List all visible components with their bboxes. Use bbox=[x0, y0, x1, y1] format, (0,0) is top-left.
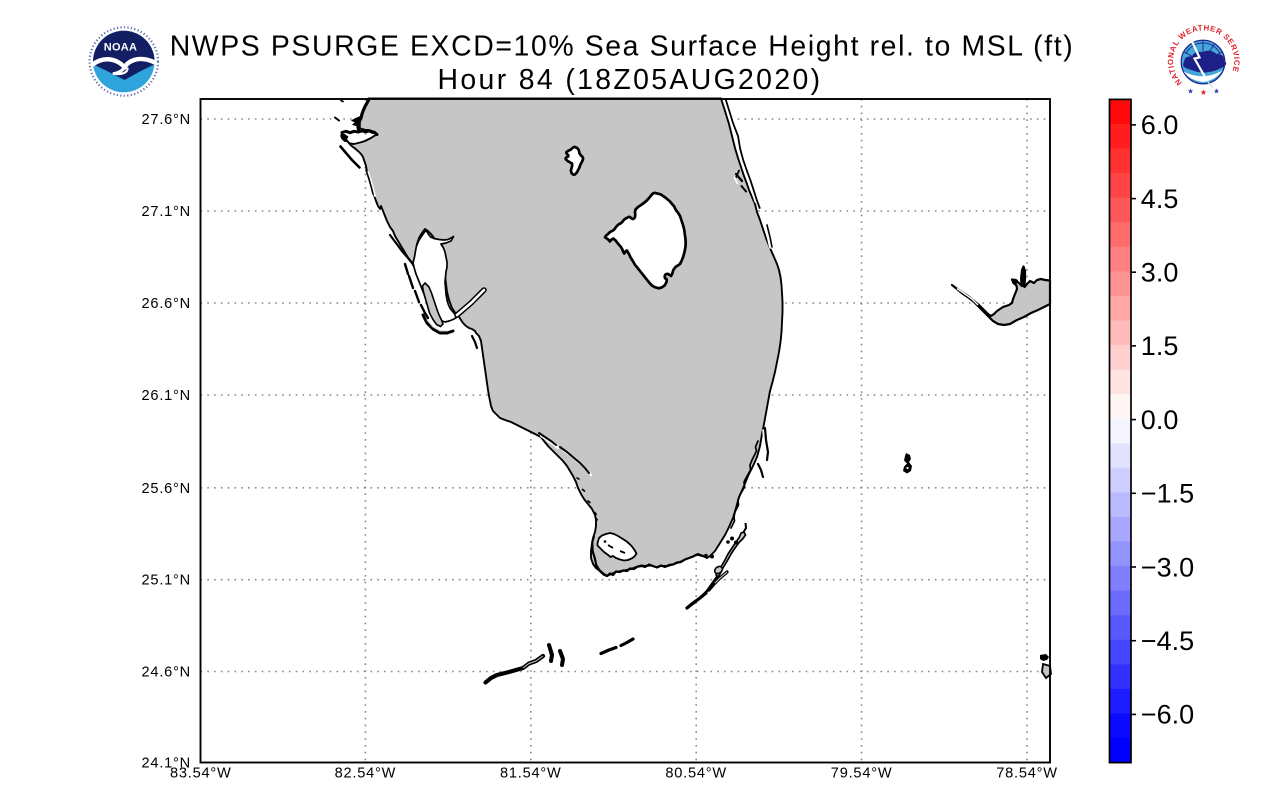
svg-text:81.54°W: 81.54°W bbox=[500, 766, 562, 782]
svg-text:0.0: 0.0 bbox=[1141, 405, 1179, 435]
svg-text:27.6°N: 27.6°N bbox=[142, 112, 191, 128]
svg-text:4.5: 4.5 bbox=[1141, 184, 1179, 214]
svg-text:82.54°W: 82.54°W bbox=[335, 766, 397, 782]
svg-text:1.5: 1.5 bbox=[1141, 331, 1179, 361]
svg-text:NWPS PSURGE EXCD=10% Sea Surfa: NWPS PSURGE EXCD=10% Sea Surface Height … bbox=[170, 31, 1075, 63]
svg-text:26.6°N: 26.6°N bbox=[142, 296, 191, 312]
svg-text:−3.0: −3.0 bbox=[1141, 552, 1194, 582]
svg-text:27.1°N: 27.1°N bbox=[142, 204, 191, 220]
svg-text:−6.0: −6.0 bbox=[1141, 700, 1194, 730]
svg-text:−4.5: −4.5 bbox=[1141, 626, 1194, 656]
svg-text:−1.5: −1.5 bbox=[1141, 479, 1194, 509]
svg-text:78.54°W: 78.54°W bbox=[996, 766, 1058, 782]
svg-text:24.1°N: 24.1°N bbox=[142, 756, 191, 772]
svg-text:25.1°N: 25.1°N bbox=[142, 573, 191, 589]
svg-text:25.6°N: 25.6°N bbox=[142, 481, 191, 497]
svg-text:26.1°N: 26.1°N bbox=[142, 388, 191, 404]
svg-text:★: ★ bbox=[1200, 88, 1207, 97]
svg-text:★: ★ bbox=[1213, 88, 1219, 96]
svg-text:6.0: 6.0 bbox=[1141, 110, 1179, 140]
svg-text:83.54°W: 83.54°W bbox=[170, 766, 232, 782]
svg-text:NOAA: NOAA bbox=[104, 42, 138, 54]
svg-text:3.0: 3.0 bbox=[1141, 258, 1179, 288]
svg-text:24.6°N: 24.6°N bbox=[142, 665, 191, 681]
svg-text:Hour 84 (18Z05AUG2020): Hour 84 (18Z05AUG2020) bbox=[438, 64, 823, 96]
svg-text:★: ★ bbox=[1187, 88, 1193, 96]
svg-text:80.54°W: 80.54°W bbox=[665, 766, 727, 782]
svg-text:79.54°W: 79.54°W bbox=[831, 766, 893, 782]
